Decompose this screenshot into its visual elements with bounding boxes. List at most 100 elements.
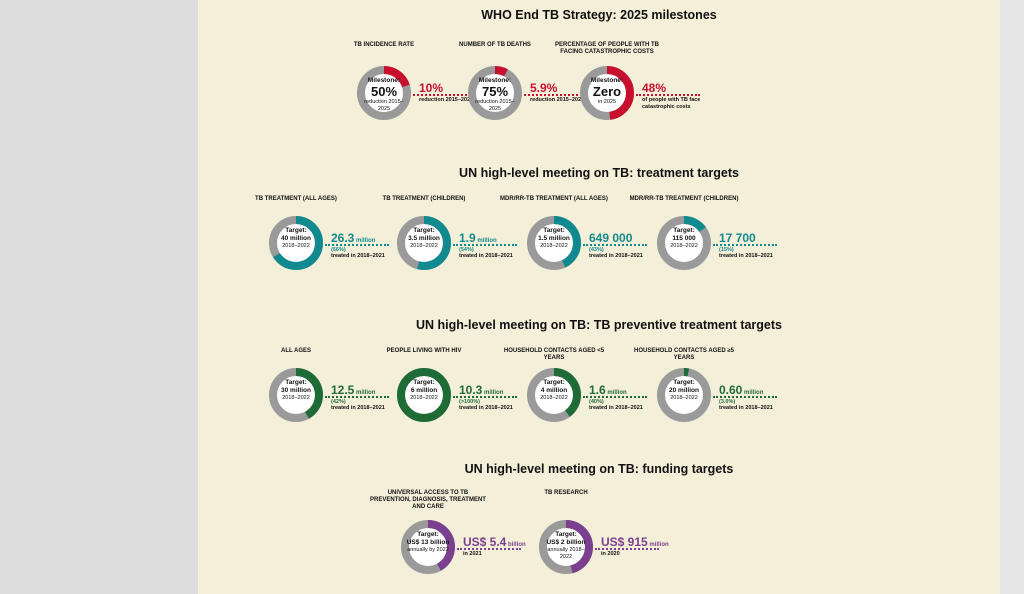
ring-target-bottom: 2018–2022 bbox=[540, 395, 568, 401]
ring-target-bottom: reduction 2015–2025 bbox=[364, 99, 404, 112]
achieved-percent: (>100%) bbox=[459, 399, 480, 405]
dotted-connector bbox=[583, 396, 647, 398]
indicator-label: PEOPLE LIVING WITH HIV bbox=[386, 348, 462, 354]
progress-ring bbox=[468, 66, 522, 120]
ring-progress-arc bbox=[397, 368, 451, 422]
ring-target-text: Target: US$ 13 billion annually by 2022 bbox=[406, 531, 450, 554]
ring-target-big: 3.5 million bbox=[408, 235, 440, 242]
achieved-value: 1.6 bbox=[589, 383, 606, 397]
dotted-connector bbox=[413, 94, 467, 96]
achieved-subtext: treated in 2018–2021 bbox=[331, 253, 385, 259]
achieved-unit: million bbox=[475, 238, 497, 244]
ring-target-big: 20 million bbox=[669, 387, 699, 394]
progress-ring bbox=[580, 66, 634, 120]
ring-target-text: Target: 40 million 2018–2022 bbox=[274, 227, 318, 250]
achieved-annotation: 5.9% reduction 2015–2021 bbox=[530, 79, 590, 104]
dotted-connector bbox=[595, 548, 659, 550]
achieved-subtext: in 2020 bbox=[601, 551, 620, 557]
achieved-subtext: treated in 2018–2021 bbox=[719, 405, 773, 411]
ring-target-top: Target: bbox=[413, 379, 435, 386]
dotted-connector bbox=[713, 396, 777, 398]
achieved-subtext: reduction 2015–2021 bbox=[530, 97, 585, 103]
ring-progress-arc bbox=[580, 66, 634, 120]
achieved-percent: (3.0%) bbox=[719, 399, 736, 405]
indicator-label: PERCENTAGE OF PEOPLE WITH TB FACING CATA… bbox=[555, 42, 659, 55]
ring-target-text: Target: 4 million 2018–2022 bbox=[532, 379, 576, 402]
indicator-label: ALL AGES bbox=[280, 348, 311, 354]
achieved-subtext: of people with TB face catastrophic cost… bbox=[642, 97, 701, 110]
ring-target-big: 50% bbox=[370, 84, 398, 99]
ring-target-top: Target: bbox=[543, 227, 565, 234]
achieved-annotation: US$ 915 million in 2020 bbox=[601, 533, 671, 558]
achieved-annotation: US$ 5.4 billion in 2021 bbox=[463, 533, 533, 558]
achieved-unit: million bbox=[605, 390, 627, 396]
dotted-connector bbox=[457, 548, 521, 550]
section-title-who: WHO End TB Strategy: 2025 milestones bbox=[481, 8, 717, 22]
section-title-preventive: UN high-level meeting on TB: TB preventi… bbox=[415, 318, 783, 332]
ring-progress-arc bbox=[527, 368, 581, 422]
ring-target-top: Target: bbox=[285, 227, 307, 234]
ring-progress-arc bbox=[539, 520, 593, 574]
ring-progress-arc bbox=[527, 216, 581, 270]
ring-target-big: US$ 13 billion bbox=[406, 539, 450, 546]
achieved-annotation: 0.60 million (3.0%) treated in 2018–2021 bbox=[719, 381, 789, 412]
ring-target-big: US$ 2 billion bbox=[546, 539, 586, 546]
achieved-annotation: 12.5 million (42%) treated in 2018–2021 bbox=[331, 381, 401, 412]
achieved-value: 649 000 bbox=[589, 231, 633, 245]
achieved-value: US$ 915 bbox=[601, 535, 648, 549]
achieved-percent: (43%) bbox=[589, 247, 604, 253]
ring-target-bottom: reduction 2015–2025 bbox=[475, 99, 515, 112]
ring-target-big: 4 million bbox=[540, 387, 568, 394]
progress-ring bbox=[269, 368, 323, 422]
ring-target-top: Milestone: bbox=[590, 77, 624, 84]
progress-ring bbox=[539, 520, 593, 574]
dotted-connector bbox=[453, 396, 517, 398]
ring-target-top: Milestone: bbox=[367, 77, 401, 84]
achieved-annotation: 48% of people with TB face catastrophic c… bbox=[642, 79, 712, 110]
progress-ring bbox=[657, 216, 711, 270]
achieved-percent: (54%) bbox=[459, 247, 474, 253]
indicator-label: TB INCIDENCE RATE bbox=[353, 42, 415, 48]
ring-target-text: Target: US$ 2 billion annually 2018–2022 bbox=[544, 531, 588, 561]
ring-target-bottom: 2018–2022 bbox=[282, 243, 310, 249]
indicator-label: MDR/RR-TB TREATMENT (CHILDREN) bbox=[629, 196, 739, 202]
achieved-value: 26.3 bbox=[331, 231, 355, 245]
ring-target-big: 30 million bbox=[281, 387, 311, 394]
achieved-annotation: 649 000 (43%) treated in 2018–2021 bbox=[589, 229, 659, 260]
achieved-value: 1.9 bbox=[459, 231, 476, 245]
achieved-percent: (15%) bbox=[719, 247, 734, 253]
achieved-subtext: treated in 2018–2021 bbox=[459, 405, 513, 411]
indicator-label: UNIVERSAL ACCESS TO TB PREVENTION, DIAGN… bbox=[370, 490, 486, 510]
achieved-subtext: treated in 2018–2021 bbox=[719, 253, 773, 259]
ring-target-text: Target: 115 000 2018–2022 bbox=[662, 227, 706, 250]
achieved-value: 10.3 bbox=[459, 383, 483, 397]
ring-target-top: Target: bbox=[673, 227, 695, 234]
ring-target-big: 40 million bbox=[281, 235, 311, 242]
achieved-annotation: 26.3 million (66%) treated in 2018–2021 bbox=[331, 229, 401, 260]
dotted-connector bbox=[583, 244, 647, 246]
progress-ring bbox=[527, 216, 581, 270]
ring-target-top: Target: bbox=[417, 531, 439, 538]
achieved-unit: billion bbox=[506, 542, 526, 548]
ring-target-text: Target: 3.5 million 2018–2022 bbox=[402, 227, 446, 250]
ring-target-text: Target: 6 million 2018–2022 bbox=[402, 379, 446, 402]
ring-target-bottom: 2018–2022 bbox=[410, 395, 438, 401]
achieved-subtext: treated in 2018–2021 bbox=[331, 405, 385, 411]
achieved-value: US$ 5.4 bbox=[463, 535, 507, 549]
ring-target-big: 75% bbox=[481, 84, 509, 99]
ring-target-bottom: annually by 2022 bbox=[407, 547, 449, 553]
achieved-value: 12.5 bbox=[331, 383, 355, 397]
progress-ring bbox=[527, 368, 581, 422]
ring-target-top: Target: bbox=[555, 531, 577, 538]
ring-target-bottom: 2018–2022 bbox=[670, 395, 698, 401]
ring-progress-arc bbox=[657, 368, 711, 422]
window-scrollbar-area bbox=[1000, 0, 1024, 594]
indicator-label: HOUSEHOLD CONTACTS AGED <5 YEARS bbox=[503, 348, 605, 361]
ring-progress-arc bbox=[269, 368, 323, 422]
ring-target-bottom: in 2025 bbox=[597, 99, 617, 105]
ring-progress-arc bbox=[269, 216, 323, 270]
ring-target-top: Target: bbox=[673, 379, 695, 386]
dotted-connector bbox=[524, 94, 578, 96]
ring-target-big: 6 million bbox=[410, 387, 438, 394]
ring-target-big: Zero bbox=[592, 84, 622, 99]
